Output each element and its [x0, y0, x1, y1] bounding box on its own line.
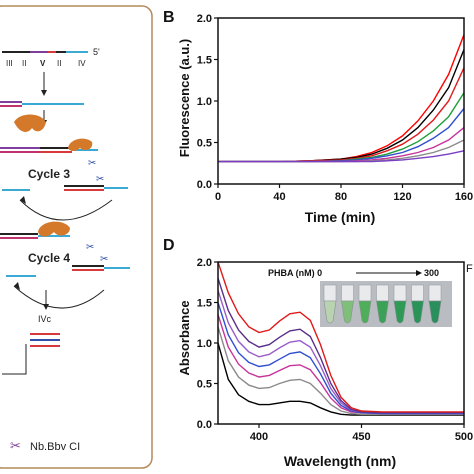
panel-b-y-tick-label-0: 0.0	[197, 179, 212, 191]
panel-d-y-tick-label-2: 1.0	[197, 338, 212, 350]
panel-d-series-line-5	[217, 277, 464, 414]
panel-d-series-group	[217, 261, 464, 416]
panel-d-ticks: 400 450 500 0.0 0.5 1.0 1.5 2.0	[197, 257, 473, 443]
tube-body-1	[341, 300, 354, 324]
cycle3-return-arc	[19, 199, 113, 221]
panel-d-x-tick-label-0: 400	[250, 431, 268, 443]
tube-row	[323, 284, 442, 324]
bracket-line	[2, 344, 27, 375]
cycle3-duplex	[0, 138, 98, 153]
panel-b-series-line-7	[218, 150, 465, 163]
panel-d-y-tick-label-4: 2.0	[197, 257, 212, 269]
panel-b-x-tick-label-3: 120	[393, 191, 411, 203]
polymerase-icon-1	[14, 114, 46, 132]
panel-b-series-line-2	[218, 67, 465, 163]
arrow-head-1	[41, 90, 47, 96]
panel-b-x-label: Time (min)	[305, 209, 376, 225]
panel-b-series-group	[218, 34, 465, 163]
panel-d-x-tick-label-2: 500	[455, 431, 473, 443]
cycle4-products: ✂	[6, 254, 130, 277]
tube-cap-6	[428, 284, 442, 302]
product-duplex	[30, 333, 60, 347]
scissors-icon-1: ✂	[88, 158, 96, 169]
tube-cap-1	[341, 284, 354, 302]
panel-b-y-tick-label-2: 1.0	[197, 96, 212, 108]
scissors-icon-2: ✂	[96, 174, 104, 185]
polymerase-icon-3	[38, 221, 70, 237]
panel-b-y-tick-label-3: 1.5	[197, 55, 212, 67]
panel-b-series-line-5	[218, 127, 465, 163]
tube-cap-2	[358, 284, 372, 302]
top-strand: 5' III II V II IV	[2, 47, 100, 68]
panel-b-x-tick-label-1: 40	[273, 191, 285, 203]
phba-end-label: 300	[424, 268, 439, 278]
tube-cap-3	[376, 284, 389, 302]
domain-label-4: II	[57, 59, 61, 68]
panel-d-y-tick-label-0: 0.0	[197, 419, 212, 431]
panel-d-frame	[217, 261, 465, 425]
scissors-icon-3: ✂	[86, 242, 94, 253]
cycle4-label: Cycle 4	[28, 251, 70, 265]
schematic-panel: 5' III II V II IV Cycle 3	[0, 5, 153, 469]
tube-cap-5	[411, 284, 424, 302]
nicking-enzyme-icon: ✂	[10, 438, 21, 453]
tube-cap-0	[323, 284, 337, 302]
panel-b-series-line-6	[218, 139, 465, 163]
cycle4-return-arc	[13, 285, 105, 309]
five-prime-label: 5'	[93, 47, 100, 57]
phba-arrow-head	[416, 270, 422, 276]
panel-b-series-line-0	[218, 34, 465, 163]
tube-body-2	[358, 300, 372, 324]
panel-d-x-tick-label-1: 450	[352, 431, 370, 443]
panel-d-x-label: Wavelength (nm)	[284, 453, 396, 469]
panel-d-series-line-6	[217, 261, 464, 413]
cycle3-arc-head	[20, 196, 26, 204]
tube-body-5	[411, 300, 424, 324]
cycle3-label: Cycle 3	[28, 167, 70, 181]
product-label: IVc	[38, 314, 52, 324]
legend-label: Nb.Bbv CI	[30, 441, 80, 453]
domain-label-3: V	[40, 59, 46, 68]
panel-label-b: B	[163, 9, 175, 26]
tube-body-4	[393, 300, 407, 324]
arrow-head-3	[43, 304, 49, 310]
panel-b-y-tick-label-1: 0.5	[197, 138, 212, 150]
panel-d-series-line-1	[217, 326, 464, 415]
schematic-border	[0, 5, 153, 469]
duplex-1	[0, 101, 84, 107]
panel-d: D F Absorbance Wavelength (nm) 400 450 500…	[163, 237, 473, 469]
scissors-icon-4: ✂	[100, 254, 108, 265]
phba-label: PHBA (nM) 0	[268, 268, 322, 278]
tube-photo-inset	[320, 281, 452, 327]
panel-d-y-tick-label-1: 0.5	[197, 379, 212, 391]
cycle3-products: ✂	[2, 174, 128, 191]
panel-b-frame	[217, 17, 465, 185]
domain-label-5: IV	[78, 59, 86, 68]
tube-body-6	[428, 300, 442, 324]
tube-body-3	[376, 300, 389, 324]
panel-b-y-tick-label-4: 2.0	[197, 13, 212, 25]
panel-label-d: D	[163, 237, 175, 254]
panel-d-series-line-0	[217, 342, 464, 416]
polymerase-icon-2	[68, 138, 93, 151]
panel-b: B Fluorescence (a.u.) Time (min) 0 40 80 12…	[163, 9, 473, 225]
cycle4-duplex	[0, 221, 70, 239]
panel-d-y-tick-label-3: 1.5	[197, 298, 212, 310]
panel-label-f-cut: F	[466, 263, 473, 275]
panel-b-x-tick-label-0: 0	[215, 191, 221, 203]
panel-b-x-tick-label-4: 160	[455, 191, 473, 203]
panel-b-ticks: 0 40 80 120 160 0.0 0.5 1.0 1.5 2.0	[197, 13, 473, 203]
domain-label-1: III	[6, 59, 13, 68]
panel-d-y-label: Absorbance	[177, 300, 192, 375]
tube-cap-4	[393, 284, 407, 302]
tube-body-0	[323, 300, 337, 324]
panel-b-series-line-1	[218, 49, 465, 163]
domain-label-2: II	[22, 59, 26, 68]
panel-b-y-label: Fluorescence (a.u.)	[177, 39, 192, 157]
panel-b-series-line-3	[218, 92, 465, 163]
panel-d-series-line-3	[217, 302, 464, 415]
panel-b-x-tick-label-2: 80	[335, 191, 347, 203]
cycle4-arc-head	[14, 282, 20, 290]
